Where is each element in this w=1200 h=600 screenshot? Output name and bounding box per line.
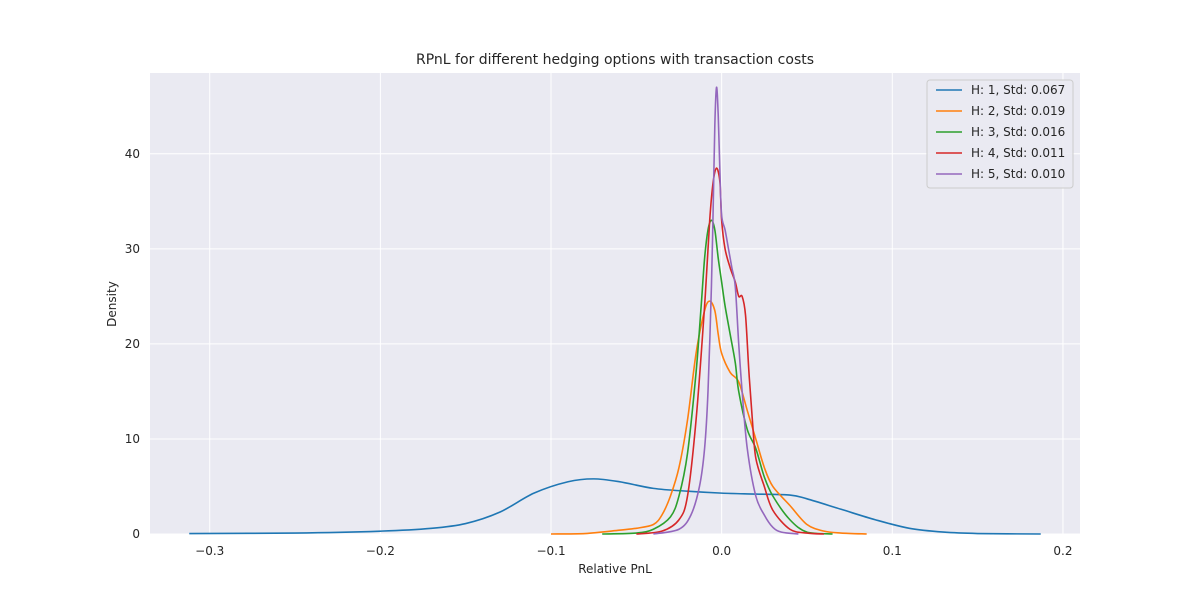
plot-area: [150, 73, 1080, 534]
x-tick-label: −0.3: [195, 544, 224, 558]
y-tick-label: 30: [125, 242, 140, 256]
y-tick-labels: 0 10 20 30 40: [125, 147, 140, 541]
legend-label: H: 3, Std: 0.016: [971, 125, 1065, 139]
legend-label: H: 2, Std: 0.019: [971, 104, 1065, 118]
y-tick-label: 20: [125, 337, 140, 351]
x-tick-label: 0.1: [883, 544, 902, 558]
chart-title: RPnL for different hedging options with …: [416, 52, 814, 68]
x-tick-label: −0.1: [536, 544, 565, 558]
legend: H: 1, Std: 0.067 H: 2, Std: 0.019 H: 3, St…: [926, 79, 1074, 189]
x-axis-label: Relative PnL: [578, 562, 652, 576]
series-line-h1: [189, 478, 1041, 535]
x-tick-label: 0.0: [712, 544, 731, 558]
series-line-h2: [550, 300, 867, 535]
series-line-h3: [602, 219, 833, 535]
legend-label: H: 5, Std: 0.010: [971, 167, 1065, 181]
y-axis-label: Density: [105, 281, 119, 327]
x-tick-label: 0.2: [1053, 544, 1072, 558]
legend-box: [926, 79, 1074, 189]
legend-label: H: 1, Std: 0.067: [971, 83, 1065, 97]
legend-label: H: 4, Std: 0.011: [971, 146, 1065, 160]
grid-lines: [150, 73, 1080, 535]
y-tick-label: 10: [125, 432, 140, 446]
series-line-h5: [653, 86, 799, 535]
y-tick-label: 40: [125, 147, 140, 161]
x-tick-label: −0.2: [366, 544, 395, 558]
x-tick-labels: −0.3 −0.2 −0.1 0.0 0.1 0.2: [195, 544, 1072, 558]
y-tick-label: 0: [132, 527, 140, 541]
series-lines: [189, 86, 1041, 535]
series-line-h4: [636, 167, 825, 535]
